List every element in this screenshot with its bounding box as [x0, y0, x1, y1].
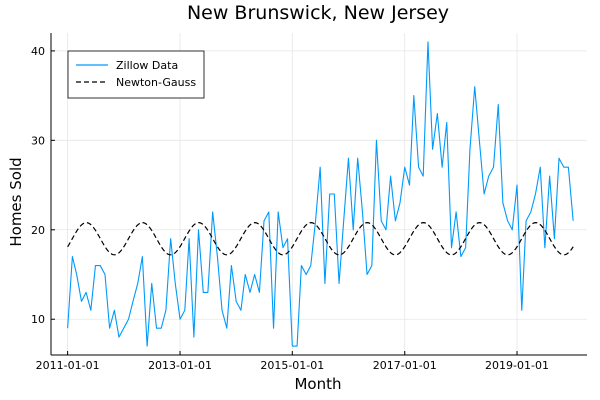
- x-tick-label: 2015-01-01: [260, 359, 324, 372]
- y-tick-label: 10: [31, 313, 45, 326]
- y-axis-label: Homes Sold: [7, 157, 25, 246]
- x-axis-label: Month: [294, 375, 341, 393]
- legend-box: [67, 50, 205, 99]
- series-line-newton-gauss: [67, 222, 574, 256]
- y-tick-label: 30: [31, 134, 45, 147]
- x-tick-label: 2013-01-01: [148, 359, 212, 372]
- legend-label-zillow: Zillow Data: [116, 59, 178, 72]
- x-tick-label: 2011-01-01: [36, 359, 100, 372]
- legend-label-newton-gauss: Newton-Gauss: [116, 76, 196, 89]
- chart-title: New Brunswick, New Jersey: [187, 2, 449, 24]
- x-tick-label: 2019-01-01: [485, 359, 549, 372]
- x-tick-label: 2017-01-01: [373, 359, 437, 372]
- axes: [50, 33, 587, 356]
- legend: Zillow Data Newton-Gauss: [67, 50, 205, 99]
- y-tick-label: 40: [31, 45, 45, 58]
- series-layer: [67, 41, 574, 347]
- ticks: 2011-01-01 2013-01-01 2015-01-01 2017-01-01…: [31, 45, 549, 372]
- y-tick-label: 20: [31, 224, 45, 237]
- series-line-zillow-data: [67, 41, 574, 347]
